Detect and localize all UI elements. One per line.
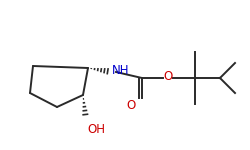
- Text: NH: NH: [112, 64, 130, 78]
- Text: O: O: [127, 99, 136, 112]
- Text: O: O: [164, 70, 172, 84]
- Text: OH: OH: [87, 123, 105, 136]
